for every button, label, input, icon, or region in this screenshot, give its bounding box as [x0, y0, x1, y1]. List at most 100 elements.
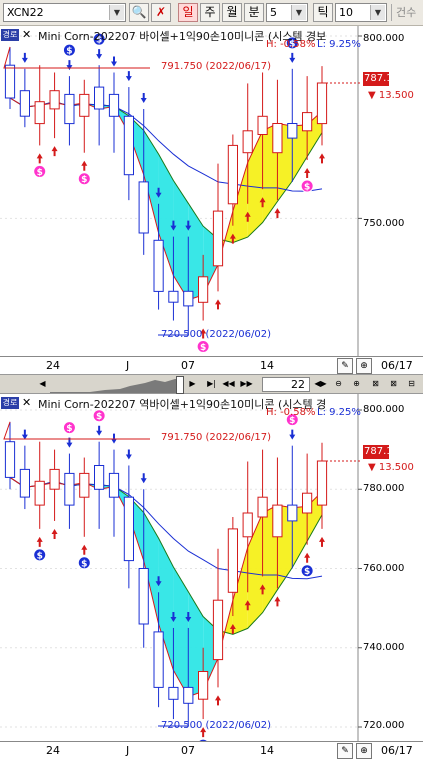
chart-pane-buy-sell: $ $ $ $ $ $ $ 경로 ✕ Mini Corn-202207 바이셀+1익90손1… — [0, 26, 423, 375]
candle-body — [34, 101, 45, 125]
bar-count-input[interactable]: 22 — [262, 377, 310, 392]
high-pct: H: -0.58% — [266, 39, 316, 50]
bear-cloud-segment — [173, 180, 189, 300]
fast-ma-line — [9, 476, 323, 698]
bear-cloud-segment — [188, 203, 204, 300]
scroll-thumb[interactable] — [176, 376, 184, 394]
last-price-tag: 787.125 — [363, 445, 406, 459]
low-leader-line — [158, 725, 189, 727]
period-week-tab[interactable]: 주 — [200, 3, 220, 22]
candle-body — [49, 468, 60, 490]
price-chart[interactable]: $$$$$$$ — [0, 26, 423, 356]
period-month-tab[interactable]: 월 — [222, 3, 242, 22]
chevron-down-icon[interactable]: ▼ — [291, 5, 306, 20]
low-leader-line — [158, 326, 189, 336]
symbol-select[interactable]: XCN22 ▼ — [3, 3, 126, 22]
chart-title: Mini Corn-202207 역바이셀+1익90손10미니콘 (시스템 경 — [38, 398, 327, 411]
buy-arrow-icon — [259, 197, 266, 208]
candle-body — [4, 64, 16, 99]
expand-icon[interactable]: ⊠ — [390, 379, 397, 388]
candle-body — [153, 239, 164, 292]
buy-arrow-icon — [36, 153, 43, 164]
last-date: 06/17 — [381, 744, 413, 757]
tick-button[interactable]: 틱 — [313, 3, 333, 22]
candle-body — [94, 465, 105, 490]
zoom-icon[interactable]: ⊕ — [356, 743, 372, 759]
buy-arrow-icon — [259, 584, 266, 595]
sell-arrow-icon — [155, 187, 162, 198]
period-day-tab[interactable]: 일 — [178, 3, 198, 22]
high-annotation: 791.750 (2022/06/17) — [161, 61, 271, 72]
candle-body — [316, 460, 328, 506]
volume-overview[interactable] — [50, 377, 180, 393]
period-minute-tab[interactable]: 분 — [244, 3, 264, 22]
x-tick-label: 24 — [46, 359, 60, 372]
fast-ma-line — [9, 97, 323, 301]
low-pct: L: 9.25% — [317, 39, 361, 50]
candle-body — [94, 86, 105, 110]
search-button[interactable]: 🔍 — [129, 3, 149, 22]
chevron-down-icon[interactable]: ▼ — [109, 5, 124, 20]
symbol-value: XCN22 — [7, 6, 44, 19]
decrease-icon[interactable]: ◀▶ — [314, 379, 327, 388]
buy-arrow-icon — [215, 299, 221, 310]
bull-cloud-segment — [247, 130, 263, 238]
sell-arrow-icon — [170, 220, 177, 231]
dollar-signal-icon — [33, 164, 47, 178]
pencil-icon[interactable]: ✎ — [337, 358, 353, 374]
dollar-glyph: $ — [66, 47, 72, 57]
search-clear-button[interactable]: ✗ — [151, 3, 171, 22]
x-tick-label: 14 — [260, 744, 274, 757]
buy-arrow-icon — [36, 536, 43, 547]
y-tick-label: 720.000 — [363, 720, 405, 731]
price-chart[interactable]: $$$$$$$ — [0, 394, 423, 741]
rewind-icon[interactable]: ◀◀ — [222, 379, 235, 388]
close-icon[interactable]: ✕ — [22, 396, 32, 409]
scroll-left-icon[interactable]: ◀ — [39, 379, 46, 388]
bull-cloud-segment — [292, 124, 308, 181]
legend-tag[interactable]: 경로 — [1, 29, 19, 41]
buy-arrow-icon — [304, 552, 311, 563]
candle-body — [138, 181, 149, 234]
tick-count-select[interactable]: 10 ▼ — [335, 3, 387, 22]
y-tick-label: 800.000 — [363, 404, 405, 415]
x-axis: 24 J 07 14 ✎ ⊕ 06/17 — [0, 356, 423, 375]
pencil-icon[interactable]: ✎ — [337, 743, 353, 759]
dollar-glyph: $ — [37, 551, 43, 561]
dollar-glyph: $ — [200, 343, 206, 353]
zoom-out-icon[interactable]: ⊖ — [335, 379, 342, 388]
fit-icon[interactable]: ⊠ — [372, 379, 379, 388]
dollar-signal-icon — [196, 340, 210, 354]
sell-arrow-icon — [140, 92, 147, 103]
split-icon[interactable]: ⊟ — [408, 379, 415, 388]
sell-arrow-icon — [96, 49, 103, 60]
y-tick-label: 780.000 — [363, 483, 405, 494]
bear-cloud-segment — [143, 512, 159, 624]
bull-cloud-segment — [247, 513, 263, 629]
candle-body — [19, 90, 30, 117]
legend-tag[interactable]: 경로 — [1, 397, 19, 409]
dollar-signal-icon — [285, 413, 299, 427]
candle-body — [79, 472, 90, 498]
scroll-end-icon[interactable]: ▶| — [207, 379, 216, 388]
candle-body — [272, 504, 283, 538]
close-icon[interactable]: ✕ — [22, 28, 32, 41]
buy-arrow-icon — [319, 536, 325, 547]
chart-scroll-bar[interactable]: ◀ ▶ ▶| ◀◀ ▶▶ 22 ◀▶ ⊖ ⊕ ⊠ ⊠ ⊟ — [0, 374, 423, 394]
zoom-icon[interactable]: ⊕ — [356, 358, 372, 374]
interval-select[interactable]: 5 ▼ — [266, 3, 308, 22]
dollar-signal-icon — [92, 32, 106, 46]
scroll-right-icon[interactable]: ▶ — [189, 379, 196, 388]
candle-body — [272, 123, 283, 154]
chevron-down-icon[interactable]: ▼ — [370, 5, 385, 20]
low-pct: L: 9.25% — [317, 407, 361, 418]
fast-forward-icon[interactable]: ▶▶ — [240, 379, 253, 388]
candle-body — [287, 504, 298, 522]
candle-body — [168, 290, 179, 303]
sell-arrow-icon — [125, 71, 132, 82]
y-tick-label: 750.000 — [363, 218, 405, 229]
candle-body — [183, 686, 194, 704]
zoom-in-icon[interactable]: ⊕ — [353, 379, 360, 388]
candle-body — [316, 82, 328, 125]
sell-arrow-icon — [111, 56, 117, 67]
